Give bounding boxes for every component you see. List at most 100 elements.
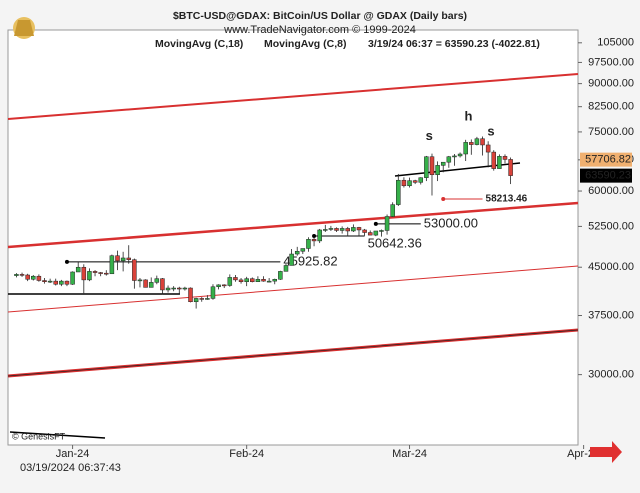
level-label: 45925.82 <box>283 253 337 268</box>
candle-body <box>182 287 188 290</box>
candle-body <box>109 255 115 275</box>
candle-body <box>379 230 384 232</box>
candle-body <box>205 298 210 300</box>
candle-body <box>165 287 171 291</box>
candle-body <box>485 144 491 153</box>
candle-body <box>491 151 497 169</box>
candle-body <box>154 278 160 283</box>
chart-title: $BTC-USD@GDAX: BitCoin/US Dollar @ GDAX … <box>173 10 467 22</box>
candle-body <box>508 159 513 176</box>
candle-body <box>42 280 47 282</box>
candle-body <box>221 284 227 287</box>
level-label: 53000.00 <box>424 215 478 230</box>
candle-body <box>177 287 182 290</box>
candle-body <box>92 271 98 273</box>
candle-body <box>480 138 485 146</box>
y-tick-label: 90000.00 <box>588 78 634 90</box>
level-dot <box>312 233 317 238</box>
y-tick-label: 75000.00 <box>588 126 634 138</box>
pattern-label: h <box>465 108 473 123</box>
candle-body <box>59 280 64 285</box>
candle-body <box>238 279 244 282</box>
plot-area <box>7 29 579 446</box>
x-tick-label: Jan-24 <box>56 448 90 460</box>
candle-body <box>412 180 418 183</box>
candle-body <box>317 229 322 242</box>
candle-body <box>104 272 109 275</box>
level-dot <box>441 197 446 202</box>
y-tick-label: 30000.00 <box>588 369 634 381</box>
channel-line <box>7 73 579 120</box>
candle-body <box>311 239 317 242</box>
candle-body <box>75 266 81 273</box>
candle-body <box>300 248 306 252</box>
status: 3/19/24 06:37 = 63590.23 (-4022.81) <box>368 38 540 50</box>
price-label-box <box>580 152 632 167</box>
timestamp: 03/19/2024 06:37:43 <box>20 462 121 474</box>
candle-body <box>334 228 339 231</box>
candle-body <box>98 272 103 274</box>
candle-body <box>339 228 345 231</box>
y-tick-label: 82500.00 <box>588 101 634 113</box>
candle-body <box>278 271 283 280</box>
candle-body <box>266 280 272 283</box>
candle-body <box>14 274 19 276</box>
candle-body <box>81 266 87 281</box>
candle-body <box>407 180 412 187</box>
candle-body <box>132 259 137 281</box>
pattern-label: s <box>487 124 494 139</box>
legend-entry: MovingAvg (C,18) <box>155 38 243 50</box>
candle-body <box>424 156 429 178</box>
candle-body <box>53 280 58 285</box>
candle-body <box>373 230 379 236</box>
candle-body <box>306 239 311 249</box>
y-tick-label: 60000.00 <box>588 185 634 197</box>
candle-body <box>446 156 452 163</box>
channel-line <box>7 329 579 377</box>
level-dot <box>373 221 378 226</box>
candle-body <box>70 271 75 285</box>
candle-body <box>255 279 261 282</box>
candle-body <box>390 204 395 217</box>
candle-body <box>261 279 266 282</box>
candle-body <box>199 298 204 300</box>
subtitle: www.TradeNavigator.com © 1999-2024 <box>223 24 416 36</box>
candle-body <box>362 229 367 233</box>
candle-body <box>143 279 148 288</box>
x-tick-label: Mar-24 <box>392 448 427 460</box>
price-label-box <box>580 168 632 183</box>
candle-body <box>126 257 131 260</box>
candle-body <box>244 278 249 282</box>
y-tick-label: 97500.00 <box>588 56 634 68</box>
candle-body <box>328 228 334 230</box>
candle-body <box>289 253 294 266</box>
level-label: 50642.36 <box>368 235 422 250</box>
copyright: © GenesisFT <box>12 431 66 441</box>
candle-body <box>188 287 193 303</box>
candle-body <box>25 274 30 280</box>
candle-body <box>115 255 120 262</box>
price-label: 63590.23 <box>585 170 631 182</box>
candle-body <box>160 278 165 291</box>
candle-body <box>435 165 440 176</box>
candle-body <box>351 227 356 232</box>
candle-body <box>137 279 143 282</box>
y-tick-label: 52500.00 <box>588 220 634 232</box>
candle-body <box>469 142 474 145</box>
y-tick-label: 45000.00 <box>588 261 634 273</box>
candle-body <box>171 287 176 290</box>
candle-body <box>193 298 199 303</box>
logo <box>13 17 35 39</box>
candle-body <box>323 229 328 231</box>
candle-body <box>272 279 277 282</box>
candle-body <box>384 216 390 231</box>
candle-body <box>283 265 289 272</box>
y-tick-label: 105000 <box>597 37 634 49</box>
scroll-arrow[interactable] <box>590 441 622 463</box>
candle-body <box>64 280 70 285</box>
channel-line <box>7 265 579 313</box>
candle-body <box>87 271 92 281</box>
price-label: 57706.82 <box>585 154 631 166</box>
candle-body <box>227 277 233 286</box>
